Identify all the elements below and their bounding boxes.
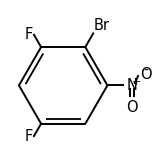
Text: F: F xyxy=(24,128,33,144)
Text: O: O xyxy=(140,67,152,82)
Text: -: - xyxy=(144,64,149,78)
Text: +: + xyxy=(132,77,141,87)
Text: N: N xyxy=(127,78,137,93)
Text: F: F xyxy=(24,27,33,42)
Text: O: O xyxy=(126,100,138,115)
Text: Br: Br xyxy=(94,18,110,33)
